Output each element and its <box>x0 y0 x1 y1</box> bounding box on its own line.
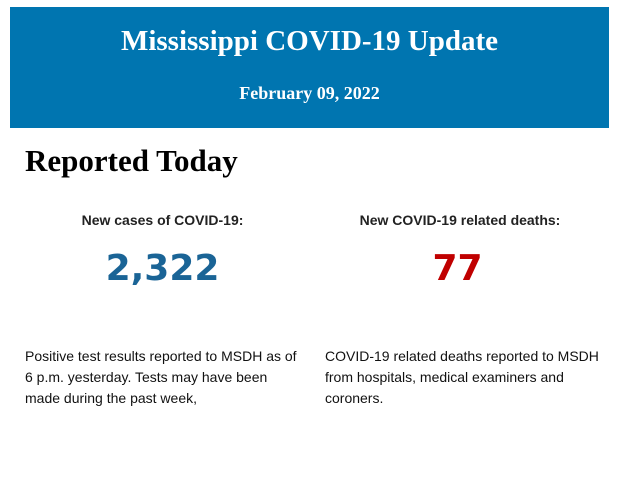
new-deaths-description: COVID-19 related deaths reported to MSDH… <box>325 348 599 406</box>
header-banner: Mississippi COVID-19 Update February 09,… <box>10 7 609 128</box>
new-deaths-stat: New COVID-19 related deaths: 77 COVID-19… <box>325 212 605 406</box>
new-deaths-label: New COVID-19 related deaths: <box>359 212 561 228</box>
new-cases-description: Positive test results reported to MSDH a… <box>25 348 297 406</box>
page-title: Mississippi COVID-19 Update <box>120 25 499 57</box>
new-cases-label: New cases of COVID-19: <box>81 212 244 228</box>
new-cases-value: 2,322 <box>105 248 220 289</box>
new-cases-stat: New cases of COVID-19: 2,322 Positive te… <box>25 212 305 406</box>
report-date: February 09, 2022 <box>239 83 380 103</box>
section-title: Reported Today <box>25 143 238 178</box>
new-deaths-value: 77 <box>432 248 483 289</box>
